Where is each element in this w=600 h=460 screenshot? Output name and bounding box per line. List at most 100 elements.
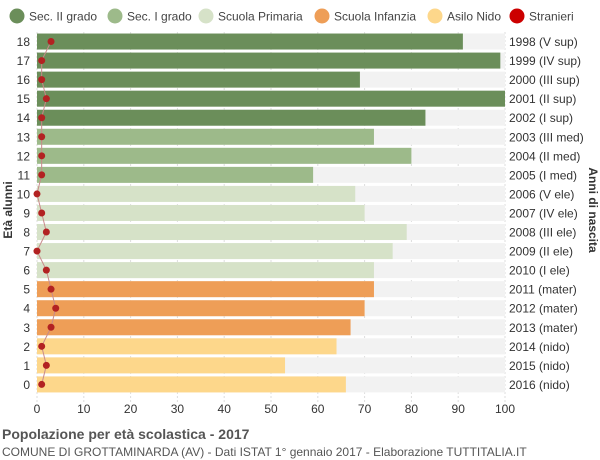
birth-year-tick-label: 1998 (V sup): [509, 35, 578, 49]
bar: [37, 90, 505, 107]
x-tick-label: 0: [34, 402, 41, 416]
y-axis-label-right: Anni di nascita: [586, 167, 600, 253]
stranieri-point: [33, 190, 41, 198]
age-tick-label: 16: [17, 73, 31, 87]
bar: [37, 71, 360, 88]
stranieri-point: [38, 57, 46, 65]
age-tick-label: 17: [17, 54, 31, 68]
bar: [37, 243, 393, 260]
birth-year-tick-label: 2016 (nido): [509, 378, 570, 392]
age-tick-label: 14: [17, 111, 31, 125]
legend-item: Asilo Nido: [427, 8, 501, 24]
bar: [37, 33, 463, 50]
stranieri-point: [38, 133, 46, 141]
age-tick-label: 3: [23, 321, 30, 335]
birth-year-tick-label: 2014 (nido): [509, 340, 570, 354]
x-tick-label: 20: [124, 402, 138, 416]
birth-year-tick-label: 2000 (III sup): [509, 73, 580, 87]
legend-swatch: [198, 8, 214, 24]
bar: [37, 166, 314, 183]
age-tick-label: 12: [17, 149, 31, 163]
age-tick-label: 8: [23, 226, 30, 240]
legend-item: Sec. I grado: [107, 8, 192, 24]
legend-label: Scuola Infanzia: [334, 10, 416, 24]
age-tick-label: 18: [17, 35, 31, 49]
age-tick-label: 6: [23, 264, 30, 278]
stranieri-point: [47, 323, 55, 331]
legend-item: Sec. II grado: [9, 8, 97, 24]
stranieri-line: [33, 38, 60, 388]
legend-label: Sec. II grado: [29, 10, 97, 24]
legend-item: Stranieri: [509, 8, 574, 24]
stranieri-point: [38, 152, 46, 160]
legend-label: Asilo Nido: [447, 10, 501, 24]
legend-label: Sec. I grado: [127, 10, 192, 24]
bar: [37, 204, 365, 221]
legend-label: Scuola Primaria: [218, 10, 303, 24]
age-tick-label: 2: [23, 340, 30, 354]
legend-item: Scuola Primaria: [198, 8, 303, 24]
stranieri-point: [38, 342, 46, 350]
birth-year-tick-label: 2015 (nido): [509, 359, 570, 373]
age-tick-label: 4: [23, 302, 30, 316]
stranieri-point: [38, 171, 46, 179]
stranieri-point: [38, 209, 46, 217]
legend-swatch: [107, 8, 123, 24]
stranieri-point: [52, 304, 60, 312]
stranieri-point: [38, 380, 46, 388]
birth-year-tick-label: 2013 (mater): [509, 321, 578, 335]
stranieri-point: [42, 266, 50, 274]
birth-year-tick-label: 2008 (III ele): [509, 226, 576, 240]
stranieri-point: [33, 247, 41, 255]
bar: [37, 224, 407, 241]
x-tick-label: 10: [77, 402, 91, 416]
age-tick-label: 0: [23, 378, 30, 392]
birth-year-tick-label: 2004 (II med): [509, 149, 580, 163]
bar: [37, 262, 374, 279]
bar: [37, 52, 501, 69]
bars: [37, 33, 505, 393]
x-tick-label: 50: [264, 402, 278, 416]
legend-item: Scuola Infanzia: [314, 8, 416, 24]
x-tick-label: 60: [311, 402, 325, 416]
bar: [37, 147, 412, 164]
age-tick-label: 9: [23, 206, 30, 220]
x-tick-label: 30: [171, 402, 185, 416]
age-tick-label: 1: [23, 359, 30, 373]
x-tick-labels: 0 10 20 30 40 50 60 70 80 90 100: [34, 402, 516, 416]
birth-year-tick-label: 2001 (II sup): [509, 92, 576, 106]
stranieri-point: [38, 114, 46, 122]
legend-label: Stranieri: [529, 10, 574, 24]
x-tick-label: 70: [358, 402, 372, 416]
legend-swatch: [314, 8, 330, 24]
stranieri-point: [42, 228, 50, 236]
age-tick-label: 11: [18, 168, 31, 182]
bar: [37, 300, 365, 317]
legend-swatch: [9, 8, 25, 24]
x-tick-label: 40: [218, 402, 232, 416]
chart-title: Popolazione per età scolastica - 2017: [2, 426, 250, 442]
legend: Sec. II grado Sec. I grado Scuola Primaria…: [9, 8, 574, 24]
bar: [37, 185, 356, 202]
stranieri-point: [47, 38, 55, 46]
age-tick-label: 15: [17, 92, 31, 106]
legend-swatch: [427, 8, 443, 24]
birth-year-tick-label: 2012 (mater): [509, 302, 578, 316]
stranieri-point: [38, 76, 46, 84]
x-tick-label: 100: [495, 402, 515, 416]
bar: [37, 128, 374, 145]
bar: [37, 319, 351, 336]
birth-year-tick-label: 1999 (IV sup): [509, 54, 581, 68]
bar: [37, 376, 346, 393]
birth-year-tick-label: 2010 (I ele): [509, 264, 570, 278]
chart-subtitle: COMUNE DI GROTTAMINARDA (AV) - Dati ISTA…: [2, 445, 527, 459]
y-axis-label-left: Età alunni: [1, 181, 15, 238]
birth-year-tick-label: 2006 (V ele): [509, 187, 574, 201]
x-tick-label: 80: [405, 402, 419, 416]
birth-year-tick-label: 2007 (IV ele): [509, 206, 578, 220]
age-tick-label: 13: [17, 130, 31, 144]
birth-year-tick-label: 2009 (II ele): [509, 245, 573, 259]
age-tick-label: 7: [23, 245, 30, 259]
